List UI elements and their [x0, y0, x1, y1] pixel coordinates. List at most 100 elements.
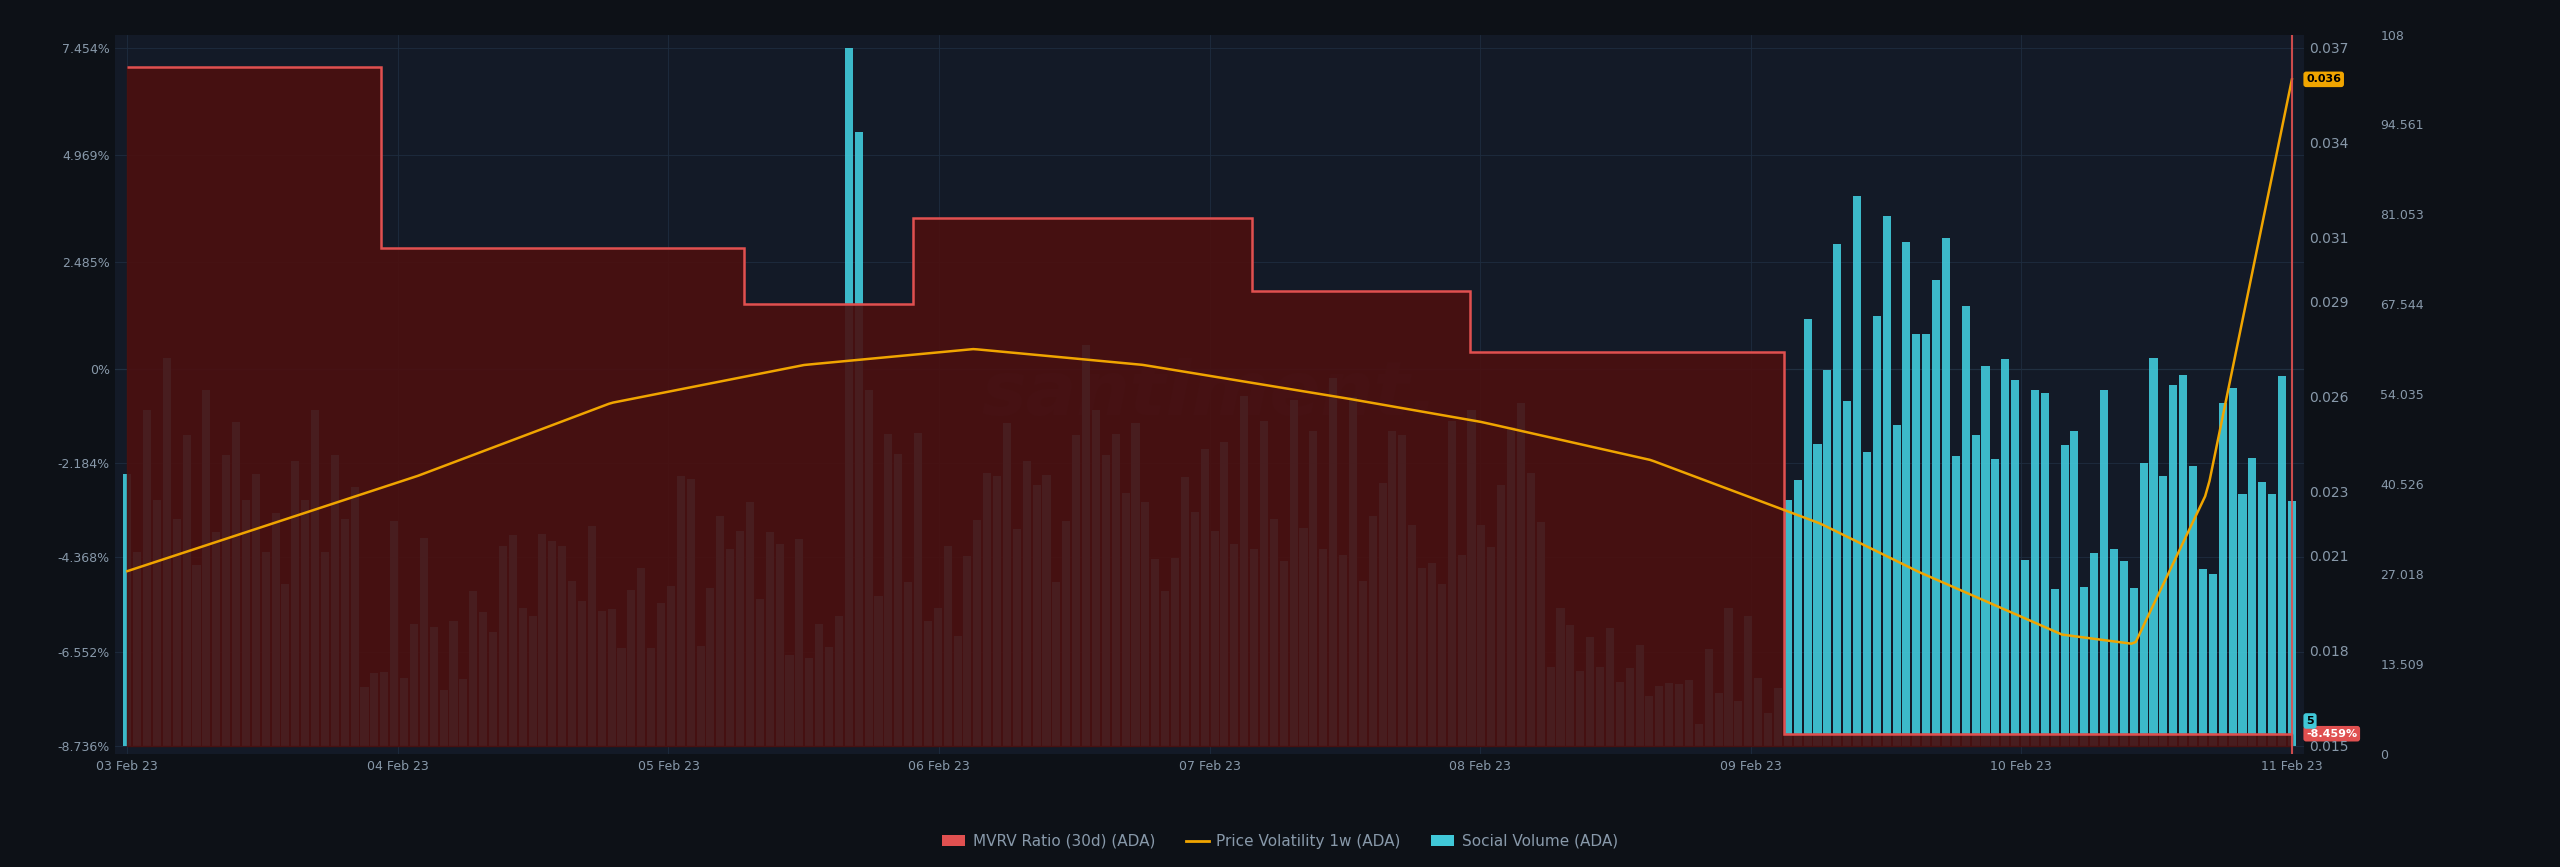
Bar: [1656, 686, 1664, 746]
Bar: [952, 636, 963, 746]
Bar: [973, 520, 980, 746]
Bar: [1073, 435, 1080, 746]
Bar: [1093, 409, 1101, 746]
Bar: [727, 549, 735, 746]
Bar: [399, 678, 407, 746]
Bar: [1774, 688, 1782, 746]
Bar: [2002, 359, 2010, 746]
Bar: [717, 516, 724, 746]
Bar: [430, 627, 438, 746]
Bar: [420, 538, 428, 746]
Legend: MVRV Ratio (30d) (ADA), Price Volatility 1w (ADA), Social Volume (ADA): MVRV Ratio (30d) (ADA), Price Volatility…: [937, 828, 1623, 855]
Bar: [786, 655, 794, 746]
Bar: [607, 609, 614, 746]
Bar: [1567, 625, 1574, 746]
Bar: [737, 531, 745, 746]
Bar: [1626, 668, 1633, 746]
Text: 5: 5: [2307, 716, 2314, 726]
Bar: [2140, 463, 2148, 746]
Bar: [686, 479, 694, 746]
Bar: [1290, 400, 1298, 746]
Bar: [1111, 434, 1119, 746]
Bar: [589, 525, 596, 746]
Bar: [451, 621, 458, 746]
Bar: [1211, 531, 1219, 746]
Bar: [1971, 434, 1979, 746]
Bar: [1418, 568, 1426, 746]
Bar: [1398, 435, 1405, 746]
Bar: [1101, 455, 1111, 746]
Bar: [1843, 401, 1851, 746]
Bar: [381, 672, 389, 746]
Bar: [330, 455, 338, 746]
Bar: [1595, 667, 1605, 746]
Bar: [312, 409, 320, 746]
Bar: [1004, 422, 1011, 746]
Bar: [993, 476, 1001, 746]
Bar: [351, 487, 358, 746]
Bar: [1536, 522, 1544, 746]
Bar: [1981, 367, 1989, 746]
Bar: [212, 532, 220, 746]
Bar: [292, 461, 300, 746]
Bar: [2089, 553, 2099, 746]
Bar: [1912, 334, 1920, 746]
Bar: [696, 646, 704, 746]
Bar: [637, 568, 645, 746]
Bar: [1021, 460, 1032, 746]
Bar: [865, 390, 873, 746]
Bar: [2130, 588, 2138, 746]
Bar: [924, 622, 932, 746]
Bar: [1201, 449, 1208, 746]
Bar: [1646, 696, 1654, 746]
Bar: [2020, 560, 2030, 746]
Bar: [2040, 394, 2048, 746]
Bar: [499, 545, 507, 746]
Bar: [1408, 525, 1416, 746]
Bar: [1318, 549, 1326, 746]
Bar: [1577, 671, 1585, 746]
Bar: [1823, 370, 1830, 746]
Bar: [1695, 724, 1702, 746]
Bar: [2081, 587, 2089, 746]
Bar: [143, 409, 151, 746]
Bar: [1042, 475, 1050, 746]
Bar: [1449, 421, 1457, 746]
Bar: [1892, 425, 1900, 746]
Bar: [765, 532, 773, 746]
Bar: [2071, 431, 2079, 746]
Bar: [627, 590, 635, 746]
Bar: [1329, 378, 1336, 746]
Bar: [1231, 544, 1239, 746]
Bar: [1170, 558, 1180, 746]
Bar: [2030, 390, 2038, 746]
Bar: [1943, 238, 1951, 746]
Bar: [893, 454, 901, 746]
Bar: [1833, 244, 1841, 746]
Bar: [389, 521, 399, 746]
Bar: [468, 590, 476, 746]
Bar: [1498, 486, 1505, 746]
Bar: [2051, 590, 2058, 746]
Bar: [1961, 306, 1969, 746]
Bar: [340, 519, 348, 746]
Bar: [1853, 196, 1861, 746]
Bar: [282, 584, 289, 746]
Bar: [1874, 316, 1882, 746]
Bar: [1457, 555, 1467, 746]
Bar: [904, 583, 911, 746]
Bar: [1180, 477, 1188, 746]
Bar: [302, 500, 310, 746]
Bar: [796, 539, 804, 746]
Bar: [2237, 494, 2248, 746]
Bar: [1805, 318, 1812, 746]
Bar: [755, 599, 763, 746]
Bar: [814, 623, 824, 746]
Bar: [1556, 609, 1564, 746]
Bar: [1221, 442, 1229, 746]
Bar: [410, 623, 417, 746]
Bar: [1764, 713, 1772, 746]
Bar: [2230, 388, 2237, 746]
Bar: [1923, 334, 1930, 746]
Bar: [1308, 431, 1318, 746]
